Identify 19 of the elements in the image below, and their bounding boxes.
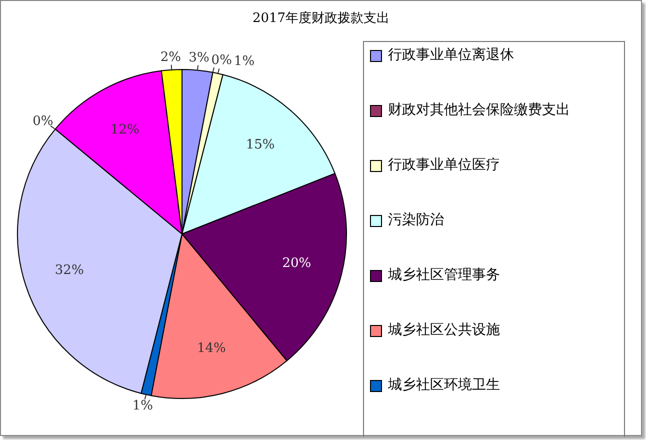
data-label: 3% <box>188 50 210 66</box>
data-label: 32% <box>54 262 84 278</box>
data-label: 15% <box>246 138 275 153</box>
legend-label: 城乡社区环境卫生 <box>388 376 500 395</box>
legend-label: 城乡社区管理事务 <box>388 266 500 285</box>
data-label: 1% <box>234 54 255 70</box>
legend-label: 财政对其他社会保险缴费支出 <box>388 101 570 120</box>
data-label: 20% <box>282 256 312 271</box>
legend-label: 行政事业单位医疗 <box>388 156 500 175</box>
chart-title: 2017年度财政拨款支出 <box>251 10 391 27</box>
data-label: 14% <box>197 341 226 356</box>
legend-label: 污染防治 <box>388 211 444 230</box>
legend-label: 行政事业单位离退休 <box>388 46 514 65</box>
text: 0% <box>211 53 232 68</box>
data-label: 2% <box>160 50 181 66</box>
data-label: 1% <box>132 398 153 414</box>
data-label: 12% <box>110 122 140 138</box>
text: 0% <box>32 114 54 129</box>
legend-label: 城乡社区公共设施 <box>388 321 500 340</box>
